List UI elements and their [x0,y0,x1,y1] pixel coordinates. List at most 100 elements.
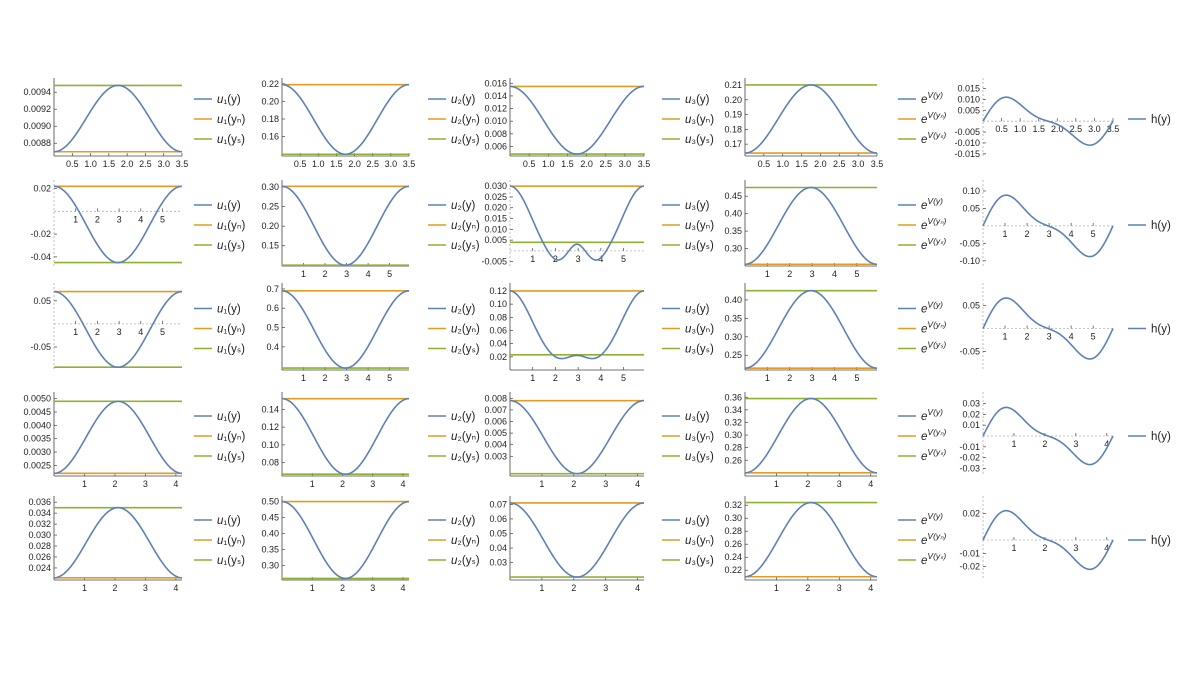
x-tick-label: 2.5 [1070,124,1083,134]
legend-label: u₃(yₙ) [685,324,714,336]
legend-label: eV(y) [921,407,943,423]
x-tick-label: 2 [323,269,328,279]
y-tick-label: 0.28 [724,526,742,536]
y-tick-label: 0.35 [724,313,742,323]
y-tick-label: 0.0094 [23,87,51,97]
x-tick-label: 3.5 [1107,124,1120,134]
x-tick-label: 1 [765,269,770,279]
y-tick-label: 0.05 [962,300,980,310]
legend-label: u₂(y) [451,200,475,212]
panel-r2-c2: 1 2 3 4 5 0.15 0.20 0.25 0.30 u₂(y) u₂(yₙ) u₂(yₛ) [261,180,480,279]
x-tick-label: 5 [621,373,626,383]
x-tick-label: 3 [143,479,148,489]
legend-label: u₃(yₙ) [685,114,714,126]
y-tick-label: 0.4 [266,342,279,352]
x-tick-label: 2.0 [814,159,827,169]
x-tick-label: 3 [143,583,148,593]
x-tick-label: 3 [344,373,349,383]
y-tick-label: 0.003 [484,451,507,461]
y-tick-label: 0.30 [724,332,742,342]
y-tick-label: 0.24 [724,552,742,562]
legend-label: u₃(yₛ) [685,240,714,252]
x-tick-label: 3 [117,327,122,337]
legend-label: u₂(yₛ) [451,451,480,463]
x-tick-label: 1.5 [330,159,343,169]
legend-label: eV(yₙ) [921,427,947,443]
x-tick-label: 4 [635,479,640,489]
x-tick-label: 0.5 [523,159,536,169]
x-tick-label: 4 [1104,543,1109,553]
x-tick-label: 3.0 [619,159,632,169]
y-tick-label: -0.03 [959,463,980,473]
y-tick-label: 0.32 [724,417,742,427]
y-tick-label: -0.02 [30,229,51,239]
series-line-main [281,397,410,476]
x-tick-label: 5 [1091,229,1096,239]
legend-label: u₃(yₛ) [685,555,714,567]
y-tick-label: 0.02 [33,184,51,194]
y-tick-label: 0.30 [724,513,742,523]
y-tick-label: 0.26 [724,455,742,465]
y-tick-label: 0.06 [489,514,507,524]
y-tick-label: 0.30 [261,561,279,571]
legend: u₃(y) u₃(yₙ) u₃(yₛ) [662,515,714,567]
x-tick-label: 3.0 [157,159,170,169]
y-tick-label: 0.19 [724,110,742,120]
y-tick-label: 0.02 [489,352,507,362]
legend: h(y) [1128,431,1171,443]
y-tick-label: 0.35 [724,226,742,236]
legend: u₃(y) u₃(yₙ) u₃(yₛ) [662,94,714,146]
series-line-main [509,85,645,155]
y-tick-label: 0.45 [261,513,279,523]
legend-label: u₃(y) [685,200,710,212]
legend-label: eV(y) [921,90,943,106]
x-tick-label: 2 [95,327,100,337]
x-tick-label: 5 [160,327,165,337]
legend-label: eV(yₛ) [921,551,946,567]
panel-r1-c4: 0.5 1.0 1.5 2.0 2.5 3.0 3.5 0.17 0.18 0.19 0.20 0.2… [724,78,947,169]
x-tick-label: 1.5 [1032,124,1045,134]
legend-label: u₁(yₙ) [217,220,245,232]
legend-label: u₁(yₛ) [217,451,245,463]
y-tick-label: 0.16 [261,132,279,142]
x-tick-label: 2.0 [348,159,361,169]
legend-label: u₂(yₙ) [451,431,480,443]
legend: u₁(y) u₁(yₙ) u₁(yₛ) [194,200,245,252]
series-line-main [744,397,878,474]
x-tick-label: 3 [603,583,608,593]
legend-label: eV(y) [921,300,943,316]
x-tick-label: 1.0 [542,159,555,169]
legend-label: h(y) [1151,220,1171,232]
legend-label: u₃(yₙ) [685,535,714,547]
y-tick-label: -0.005 [954,127,980,137]
y-tick-label: -0.01 [959,442,980,452]
x-tick-label: 2.0 [1051,124,1064,134]
x-tick-label: 3 [370,479,375,489]
x-tick-label: 4 [1104,439,1109,449]
y-tick-label: 0.025 [484,192,507,202]
x-tick-label: 1 [539,479,544,489]
legend-label: eV(yₛ) [921,130,946,146]
y-tick-label: -0.015 [954,149,980,159]
x-tick-label: 2 [323,373,328,383]
y-tick-label: 0.20 [261,221,279,231]
y-tick-label: 0.36 [724,392,742,402]
legend-label: eV(yₛ) [921,236,946,252]
x-tick-label: 3 [576,254,581,264]
panel-r1-c1: 0.5 1.0 1.5 2.0 2.5 3.0 3.5 0.0088 0.0090 0.0092 0… [23,78,245,169]
legend-label: u₃(y) [685,94,710,106]
y-tick-label: -0.05 [959,238,980,248]
y-tick-label: 0.036 [28,497,51,507]
y-tick-label: 0.005 [484,235,507,245]
x-tick-label: 3 [370,583,375,593]
panel-r3-c5: 1 2 3 4 5 -0.05 0.05 h(y) [959,283,1171,370]
x-tick-label: 1.0 [312,159,325,169]
legend-label: u₂(yₛ) [451,134,480,146]
y-tick-label: 0.04 [489,543,507,553]
y-tick-label: 0.32 [724,500,742,510]
y-tick-label: 0.03 [489,558,507,568]
y-tick-label: 0.06 [489,325,507,335]
x-tick-label: 3 [810,373,815,383]
legend-label: u₂(yₙ) [451,220,480,232]
x-tick-label: 4 [635,583,640,593]
